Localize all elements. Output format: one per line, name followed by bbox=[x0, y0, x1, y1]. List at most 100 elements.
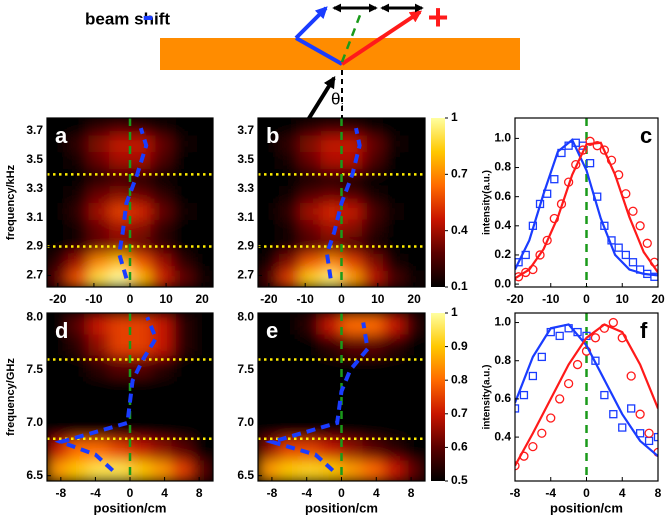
heat-cell bbox=[383, 270, 405, 287]
point bbox=[653, 432, 658, 442]
blue-beam bbox=[295, 36, 343, 66]
heat-cell bbox=[192, 118, 213, 136]
heat-cell bbox=[341, 253, 363, 271]
heat-cell bbox=[341, 118, 363, 136]
heat-cell bbox=[150, 417, 172, 440]
heat-cell bbox=[150, 151, 172, 170]
heat-cell bbox=[383, 118, 405, 136]
point bbox=[608, 317, 618, 328]
heat-cell bbox=[130, 417, 152, 440]
y-tick-label: 3.1 bbox=[26, 210, 43, 224]
heat-cell bbox=[47, 185, 69, 203]
heat-cell bbox=[150, 168, 172, 187]
heat-cell bbox=[258, 118, 280, 136]
point bbox=[528, 441, 538, 452]
panel-label: a bbox=[55, 123, 68, 148]
heat-cell bbox=[192, 396, 213, 419]
colorbar-tick-label: 0.8 bbox=[451, 372, 468, 386]
point bbox=[590, 333, 601, 343]
heat-cell bbox=[47, 202, 69, 220]
heat-cell bbox=[192, 313, 213, 335]
heat-cell bbox=[383, 168, 405, 187]
colorbar-tick-label: 0.7 bbox=[451, 167, 468, 181]
heat-cell bbox=[362, 270, 384, 287]
heat-cell bbox=[67, 417, 89, 440]
heat-cell bbox=[278, 151, 301, 170]
heat-cell bbox=[109, 168, 131, 187]
heat-cell bbox=[109, 459, 131, 481]
heat-cell bbox=[47, 118, 69, 136]
red-beam bbox=[340, 10, 422, 66]
point bbox=[535, 250, 545, 260]
heat-cell bbox=[109, 313, 131, 335]
point bbox=[644, 428, 654, 438]
heat-cell bbox=[192, 459, 213, 481]
heat-cell bbox=[383, 134, 405, 153]
x-tick-label: -4 bbox=[545, 486, 556, 500]
x-tick-label: 0 bbox=[338, 292, 345, 306]
heat-cell bbox=[404, 459, 425, 481]
heat-cell bbox=[299, 417, 322, 440]
heat-cell bbox=[320, 270, 342, 287]
heat-cell bbox=[88, 396, 110, 419]
heat-cell bbox=[362, 438, 384, 461]
heat-cell bbox=[171, 396, 193, 419]
heat-cell bbox=[299, 219, 322, 237]
heat-cell bbox=[67, 438, 89, 461]
point bbox=[519, 390, 529, 400]
slab bbox=[160, 38, 520, 70]
heat-cell bbox=[320, 334, 342, 356]
fit-line bbox=[515, 138, 658, 277]
heat-cell bbox=[150, 118, 172, 136]
heat-cell bbox=[320, 438, 342, 461]
heat-cell bbox=[404, 202, 425, 220]
heat-cell bbox=[67, 202, 89, 220]
y-axis-label: intensity(a.u.) bbox=[482, 364, 493, 429]
heat-cell bbox=[192, 270, 213, 287]
heat-cell bbox=[171, 438, 193, 461]
heat-cell bbox=[47, 417, 69, 440]
blue-beam bbox=[294, 6, 328, 40]
colorbar-tick-label: 1 bbox=[451, 305, 458, 319]
heat-cell bbox=[404, 118, 425, 136]
y-axis-label: frequency/GHz bbox=[5, 358, 17, 436]
heat-cell bbox=[383, 396, 405, 419]
heat-cell bbox=[88, 236, 110, 254]
heat-cell bbox=[341, 417, 363, 440]
heat-cell bbox=[192, 376, 213, 397]
heat-cell bbox=[150, 185, 172, 203]
colorbar-tick-label: 0.5 bbox=[451, 473, 468, 487]
heat-cell bbox=[88, 438, 110, 461]
point bbox=[528, 371, 538, 381]
x-tick-label: 0 bbox=[127, 486, 134, 500]
y-axis-label: intensity(a.u.) bbox=[482, 170, 493, 235]
beam-trajectory bbox=[324, 127, 362, 279]
heat-cell bbox=[362, 151, 384, 170]
heat-cell bbox=[278, 270, 301, 287]
point bbox=[572, 359, 583, 370]
heat-cell bbox=[299, 334, 322, 356]
x-tick-label: 4 bbox=[161, 486, 168, 500]
point bbox=[642, 238, 652, 248]
heat-cell bbox=[362, 253, 384, 271]
heat-cell bbox=[192, 438, 213, 461]
heat-cell bbox=[130, 219, 152, 237]
heat-cell bbox=[383, 459, 405, 481]
y-tick-label: 7.5 bbox=[237, 362, 254, 376]
point bbox=[618, 423, 627, 432]
heat-cell bbox=[109, 151, 131, 170]
heat-cell bbox=[88, 334, 110, 356]
heat-cell bbox=[278, 202, 301, 220]
heat-cell bbox=[130, 168, 152, 187]
heat-cell bbox=[362, 134, 384, 153]
heat-cell bbox=[109, 134, 131, 153]
heat-cell bbox=[130, 253, 152, 271]
heat-cell bbox=[362, 118, 384, 136]
heat-cell bbox=[47, 168, 69, 187]
heat-cell bbox=[192, 253, 213, 271]
heat-cell bbox=[67, 396, 89, 419]
point bbox=[585, 159, 595, 168]
heat-cell bbox=[258, 202, 280, 220]
x-tick-label: -10 bbox=[297, 292, 315, 306]
heat-cell bbox=[383, 376, 405, 397]
